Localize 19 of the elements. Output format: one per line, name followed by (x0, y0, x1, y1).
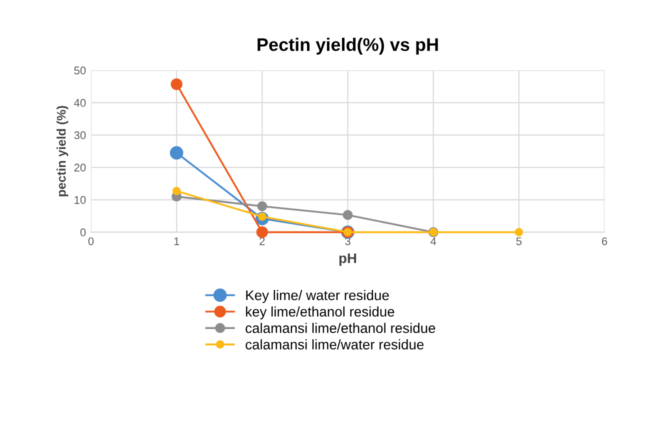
y-tick-label: 0 (80, 228, 86, 236)
legend-label: key lime/ethanol residue (246, 306, 394, 320)
x-axis-title: pH (339, 253, 356, 266)
legend-label: calamansi lime/ethanol residue (246, 322, 436, 334)
chart-title: Pectin yield(%) vs pH (258, 38, 438, 55)
x-tick-label: 0 (88, 237, 94, 246)
legend-label: Key lime/ water residue (246, 290, 389, 303)
legend-label: calamansi lime/water residue (246, 339, 424, 350)
x-tick-label: 2 (260, 237, 265, 246)
x-tick-label: 1 (174, 237, 180, 246)
x-tick-label: 4 (430, 237, 436, 246)
y-tick-label: 30 (74, 131, 86, 140)
y-tick-label: 50 (74, 66, 86, 74)
y-tick-label: 40 (74, 98, 86, 107)
x-tick-label: 5 (516, 237, 522, 246)
y-axis-title: pectin yield (%) (56, 106, 68, 196)
y-tick-label: 20 (74, 164, 86, 172)
x-tick-label: 6 (602, 237, 608, 246)
y-tick-label: 10 (74, 196, 86, 204)
